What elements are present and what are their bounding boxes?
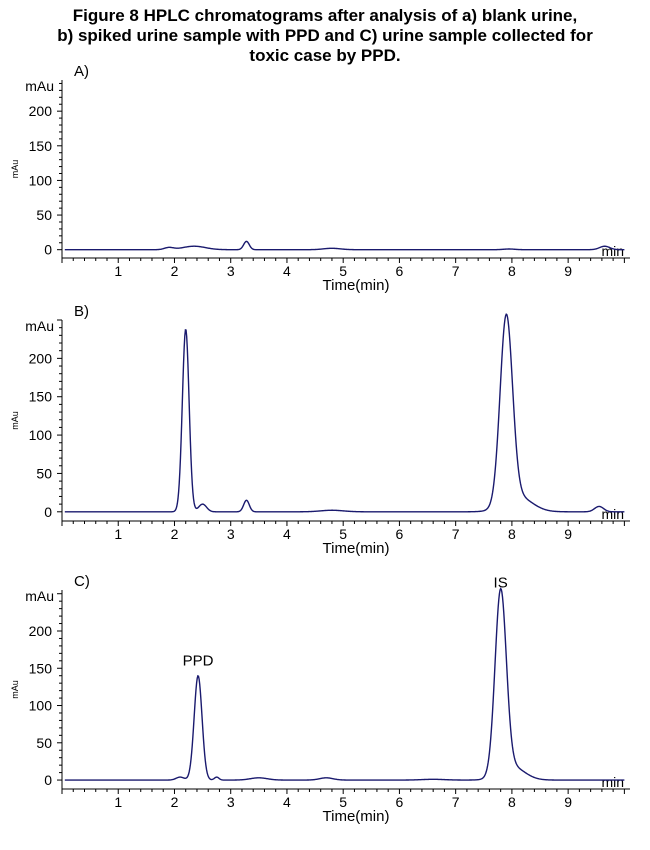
figure-title-line-3: toxic case by PPD. bbox=[249, 46, 401, 65]
figure-title: Figure 8 HPLC chromatograms after analys… bbox=[0, 6, 650, 66]
x-tick-label: 5 bbox=[339, 526, 347, 542]
x-tick-label: 3 bbox=[227, 526, 235, 542]
chart-panel-2: 1 2 3 4 5 6 7 8 9 min Time(min) 0 50 100 150 200 mAu mAu B… bbox=[10, 303, 630, 557]
x-tick-label: 6 bbox=[396, 794, 404, 810]
panel-label: C) bbox=[74, 573, 90, 590]
chart-panel-3: 1 2 3 4 5 6 7 8 9 min Time(min) 0 50 100 150 200 mAu mAu C… bbox=[10, 573, 630, 825]
y-tick-label: 150 bbox=[29, 389, 53, 405]
y-axis-title: mAu bbox=[10, 160, 20, 179]
x-tick-label: 3 bbox=[227, 794, 235, 810]
y-axis-title: mAu bbox=[10, 411, 20, 430]
y-tick-label: 150 bbox=[29, 660, 53, 676]
x-unit-label: min bbox=[601, 506, 624, 522]
x-tick-label: 6 bbox=[396, 526, 404, 542]
x-tick-label: 8 bbox=[508, 794, 516, 810]
chromatogram-trace bbox=[64, 587, 625, 781]
chart-panel-1: 1 2 3 4 5 6 7 8 9 min Time(min) 0 50 100 150 200 mAu mAu A… bbox=[10, 63, 630, 294]
y-unit-label: mAu bbox=[25, 78, 54, 94]
y-tick-label: 50 bbox=[36, 465, 52, 481]
x-tick-label: 1 bbox=[114, 794, 122, 810]
x-tick-label: 4 bbox=[283, 526, 291, 542]
x-tick-label: 7 bbox=[452, 794, 460, 810]
x-tick-label: 8 bbox=[508, 263, 516, 279]
x-tick-label: 5 bbox=[339, 263, 347, 279]
y-tick-label: 150 bbox=[29, 138, 53, 154]
y-tick-label: 0 bbox=[44, 772, 52, 788]
x-tick-label: 3 bbox=[227, 263, 235, 279]
x-tick-label: 9 bbox=[564, 263, 572, 279]
x-axis-title: Time(min) bbox=[323, 277, 390, 294]
x-tick-label: 1 bbox=[114, 263, 122, 279]
y-tick-label: 50 bbox=[36, 207, 52, 223]
x-tick-label: 2 bbox=[171, 794, 179, 810]
chromatogram-trace bbox=[64, 313, 625, 513]
x-tick-label: 9 bbox=[564, 794, 572, 810]
y-unit-label: mAu bbox=[25, 588, 54, 604]
y-tick-label: 200 bbox=[29, 350, 53, 366]
y-tick-label: 100 bbox=[29, 427, 53, 443]
x-tick-label: 2 bbox=[171, 263, 179, 279]
x-tick-label: 6 bbox=[396, 263, 404, 279]
y-tick-label: 100 bbox=[29, 172, 53, 188]
y-unit-label: mAu bbox=[25, 318, 54, 334]
y-axis-title: mAu bbox=[10, 680, 20, 699]
x-tick-label: 5 bbox=[339, 794, 347, 810]
y-tick-label: 0 bbox=[44, 242, 52, 258]
x-unit-label: min bbox=[601, 774, 624, 790]
x-tick-label: 2 bbox=[171, 526, 179, 542]
x-tick-label: 4 bbox=[283, 794, 291, 810]
y-tick-label: 200 bbox=[29, 103, 53, 119]
x-unit-label: min bbox=[601, 243, 624, 259]
figure-title-line-2: b) spiked urine sample with PPD and C) u… bbox=[57, 26, 593, 45]
y-tick-label: 50 bbox=[36, 735, 52, 751]
x-axis-title: Time(min) bbox=[323, 808, 390, 825]
y-tick-label: 0 bbox=[44, 504, 52, 520]
peak-annotation: PPD bbox=[183, 653, 214, 670]
panel-label: A) bbox=[74, 63, 89, 80]
figure-title-line-1: Figure 8 HPLC chromatograms after analys… bbox=[72, 6, 578, 25]
y-tick-label: 100 bbox=[29, 698, 53, 714]
x-axis-title: Time(min) bbox=[323, 540, 390, 557]
x-tick-label: 9 bbox=[564, 526, 572, 542]
panel-label: B) bbox=[74, 303, 89, 320]
x-tick-label: 7 bbox=[452, 526, 460, 542]
chromatogram-trace bbox=[64, 240, 625, 251]
x-tick-label: 4 bbox=[283, 263, 291, 279]
x-tick-label: 1 bbox=[114, 526, 122, 542]
x-tick-label: 7 bbox=[452, 263, 460, 279]
x-tick-label: 8 bbox=[508, 526, 516, 542]
peak-annotation: IS bbox=[494, 574, 508, 591]
y-tick-label: 200 bbox=[29, 623, 53, 639]
